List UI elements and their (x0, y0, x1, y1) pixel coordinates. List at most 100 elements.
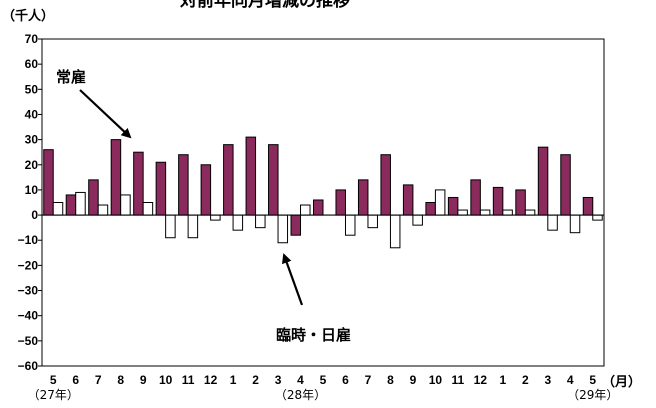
year-label: （27年） (28, 388, 79, 402)
bar-rinji (569, 214, 581, 234)
bar-joyo (380, 154, 391, 216)
bar-rinji (210, 214, 221, 221)
plot-frame (41, 38, 605, 367)
bar-rinji (434, 189, 446, 216)
bar-rinji (412, 214, 423, 226)
x-tick-label: 10 (159, 373, 173, 387)
arrow-rinji (282, 253, 304, 306)
y-tick-label: 40 (25, 107, 39, 121)
bar-joyo (470, 179, 481, 216)
bar-rinji (142, 202, 154, 216)
bar-joyo (110, 139, 122, 216)
year-label: （29年） (567, 388, 618, 402)
series-label-rinji: 臨時・日雇 (276, 326, 351, 344)
x-axis-ticks: 5 6 7 8 9 10 11 12 1 2 3 4 5 6 7 8 9 10 11 12 1 2 3 4 5 (50, 373, 597, 387)
x-tick-label: 9 (410, 373, 417, 387)
y-tick-label: 20 (25, 158, 39, 172)
x-tick-label: 6 (72, 373, 79, 387)
bar-joyo (582, 196, 594, 216)
y-tick-label: 50 (25, 82, 39, 96)
y-tick-label: 30 (25, 133, 39, 147)
x-tick-label: 1 (499, 373, 506, 387)
x-tick-label: 12 (204, 373, 218, 387)
y-tick-label: −50 (18, 334, 39, 348)
bar-rinji (255, 214, 266, 229)
bar-rinji (120, 194, 131, 216)
y-tick-label: 10 (25, 183, 39, 197)
bar-rinji (479, 209, 491, 216)
bar-rinji (97, 204, 109, 216)
bar-rinji (367, 214, 378, 229)
bar-joyo (88, 179, 99, 216)
x-tick-label: 8 (117, 373, 124, 387)
axes (41, 38, 605, 367)
y-tick-label: −40 (18, 309, 39, 323)
bar-joyo (268, 144, 279, 216)
x-tick-label: 5 (589, 373, 596, 387)
x-tick-label: 5 (50, 373, 57, 387)
bar-joyo (155, 161, 167, 216)
bar-joyo (65, 194, 77, 216)
bar-joyo (133, 151, 144, 216)
bar-rinji (75, 191, 86, 216)
x-tick-label: 7 (365, 373, 372, 387)
x-tick-label: 6 (342, 373, 349, 387)
y-tick-label: 60 (25, 57, 39, 71)
y-tick-label: −30 (18, 284, 39, 298)
bar-rinji (457, 209, 468, 216)
bar-rinji (547, 214, 558, 231)
x-axis-unit: （月） (602, 374, 641, 390)
bar-joyo (200, 164, 212, 216)
bar-joyo (290, 214, 302, 236)
y-axis-ticks: 70 60 50 40 30 20 10 0 −10 −20 −30 −40 −50 −60 (18, 32, 42, 373)
y-tick-label: 70 (25, 32, 39, 46)
series-label-joyo: 常雇 (56, 68, 86, 86)
x-tick-label: 3 (275, 373, 282, 387)
x-tick-label: 5 (320, 373, 327, 387)
x-tick-label: 12 (474, 373, 488, 387)
x-tick-label: 8 (387, 373, 394, 387)
x-tick-label: 11 (452, 373, 465, 387)
bar-joyo (357, 179, 369, 216)
bar-joyo (335, 189, 346, 216)
bar-rinji (524, 209, 536, 216)
x-tick-label: 3 (544, 373, 551, 387)
y-tick-label: −20 (18, 258, 39, 272)
bar-rinji (389, 214, 401, 249)
x-tick-label: 2 (252, 373, 259, 387)
bar-joyo (515, 189, 526, 216)
bar-rinji (232, 214, 244, 231)
bar-rinji (502, 209, 513, 216)
bar-joyo (178, 154, 189, 216)
y-axis-unit: （千人） (2, 8, 54, 24)
bar-rinji (165, 214, 176, 239)
bars (43, 136, 603, 249)
year-labels: （27年） （28年） （29年） (28, 388, 619, 402)
bar-rinji (592, 214, 603, 221)
bar-rinji (300, 204, 311, 216)
bar-joyo (560, 154, 571, 216)
bar-joyo (537, 146, 549, 216)
year-label: （28年） (275, 388, 326, 402)
bar-joyo (402, 184, 414, 216)
bar-rinji (277, 214, 289, 244)
x-tick-label: 7 (95, 373, 102, 387)
bar-joyo (447, 196, 459, 216)
bar-rinji (52, 202, 64, 216)
x-tick-label: 10 (429, 373, 443, 387)
arrow-joyo (79, 89, 132, 139)
y-tick-label: −10 (18, 233, 39, 247)
bar-joyo (425, 202, 436, 216)
bar-joyo (223, 144, 234, 216)
x-tick-label: 2 (522, 373, 529, 387)
bar-rinji (344, 214, 356, 236)
bar-joyo (43, 149, 54, 216)
y-tick-label: −60 (18, 359, 39, 373)
bar-joyo (313, 199, 324, 216)
x-tick-label: 4 (567, 373, 574, 387)
bar-joyo (492, 186, 504, 216)
y-tick-label: 0 (31, 208, 38, 222)
bar-rinji (187, 214, 199, 239)
bar-joyo (245, 136, 257, 216)
